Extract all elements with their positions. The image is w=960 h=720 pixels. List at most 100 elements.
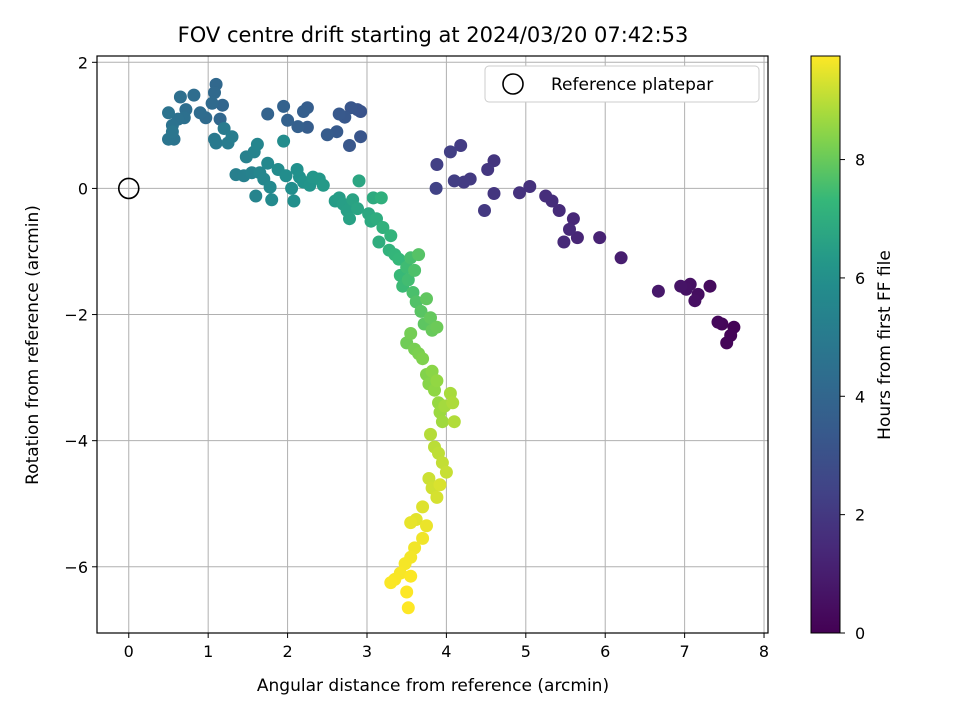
data-point bbox=[412, 248, 426, 262]
data-point bbox=[404, 327, 418, 340]
data-point bbox=[261, 156, 275, 170]
data-point bbox=[711, 315, 725, 329]
data-point bbox=[250, 137, 264, 151]
data-point bbox=[688, 294, 702, 308]
data-point bbox=[570, 231, 584, 245]
data-point bbox=[400, 585, 414, 599]
data-point bbox=[277, 134, 291, 148]
colorbar-tick-label: 0 bbox=[855, 624, 865, 643]
y-axis-label: Rotation from reference (arcmin) bbox=[23, 205, 43, 485]
data-point bbox=[376, 221, 390, 234]
data-point bbox=[552, 204, 566, 217]
data-point bbox=[424, 427, 437, 441]
data-point bbox=[344, 101, 358, 115]
y-tick-label: 2 bbox=[78, 53, 88, 72]
legend-box bbox=[484, 65, 760, 103]
data-point bbox=[433, 478, 447, 492]
data-point bbox=[281, 113, 295, 127]
data-point bbox=[216, 98, 229, 112]
data-point bbox=[217, 122, 231, 135]
data-point bbox=[566, 212, 580, 226]
data-point bbox=[487, 187, 501, 200]
data-point bbox=[420, 292, 433, 306]
data-point bbox=[404, 569, 418, 583]
data-point bbox=[291, 120, 305, 134]
data-point bbox=[354, 130, 368, 144]
data-point bbox=[593, 231, 607, 245]
colorbar-tick-label: 6 bbox=[855, 269, 865, 288]
axis-ticks: 0 1 2 3 4 5 6 7 8 2 0 −2 −4 −6 bbox=[64, 53, 769, 661]
data-point bbox=[193, 106, 207, 120]
data-point bbox=[173, 90, 187, 104]
data-point bbox=[539, 189, 553, 203]
data-point bbox=[165, 125, 179, 139]
data-point bbox=[401, 273, 415, 287]
grid-lines bbox=[97, 56, 768, 633]
data-point bbox=[443, 145, 457, 159]
data-point bbox=[430, 374, 444, 388]
colorbar bbox=[810, 55, 841, 634]
data-point bbox=[277, 99, 291, 113]
data-point bbox=[414, 304, 428, 318]
data-point bbox=[674, 279, 688, 293]
data-point bbox=[481, 163, 495, 176]
data-point bbox=[209, 136, 223, 150]
data-point bbox=[261, 107, 275, 121]
plot-frame bbox=[96, 55, 769, 634]
data-point bbox=[454, 139, 468, 152]
x-tick-label: 5 bbox=[521, 642, 531, 661]
data-point bbox=[187, 88, 201, 102]
x-tick-label: 4 bbox=[441, 642, 451, 661]
y-tick-label: −4 bbox=[64, 432, 88, 451]
data-point bbox=[439, 465, 453, 479]
data-point bbox=[651, 284, 665, 298]
data-point bbox=[208, 86, 221, 100]
y-tick-label: 0 bbox=[78, 179, 88, 198]
data-point bbox=[446, 396, 460, 410]
x-axis-label: Angular distance from reference (arcmin) bbox=[257, 676, 609, 696]
data-point bbox=[297, 105, 310, 118]
data-point bbox=[720, 336, 734, 350]
data-point bbox=[372, 235, 386, 249]
chart-title: FOV centre drift starting at 2024/03/20 … bbox=[178, 23, 689, 47]
data-point bbox=[457, 175, 471, 189]
data-point bbox=[225, 130, 239, 144]
data-point bbox=[263, 180, 277, 194]
data-point bbox=[401, 601, 415, 615]
data-point bbox=[343, 139, 356, 152]
data-point bbox=[265, 193, 279, 207]
data-point bbox=[523, 180, 537, 193]
data-point bbox=[429, 181, 443, 195]
legend-marker bbox=[502, 73, 524, 95]
data-point bbox=[703, 279, 717, 293]
data-point bbox=[300, 120, 314, 134]
data-point bbox=[416, 531, 430, 545]
data-point bbox=[316, 178, 330, 192]
data-point bbox=[430, 158, 444, 171]
x-tick-label: 6 bbox=[600, 642, 610, 661]
legend-label: Reference platepar bbox=[551, 75, 713, 95]
data-point bbox=[563, 222, 576, 236]
x-tick-label: 0 bbox=[124, 642, 134, 661]
data-point bbox=[478, 204, 491, 217]
data-point bbox=[285, 181, 299, 195]
colorbar-tick-label: 8 bbox=[855, 151, 865, 170]
data-point bbox=[404, 516, 418, 530]
data-point bbox=[557, 235, 571, 249]
colorbar-label: Hours from first FF file bbox=[875, 250, 895, 440]
data-point bbox=[343, 212, 356, 226]
data-point bbox=[614, 251, 628, 265]
data-point bbox=[416, 500, 430, 514]
data-point bbox=[287, 194, 301, 208]
y-tick-label: −2 bbox=[64, 306, 88, 325]
x-tick-label: 2 bbox=[282, 642, 292, 661]
data-point bbox=[162, 106, 175, 120]
data-point bbox=[513, 186, 526, 200]
x-tick-label: 3 bbox=[362, 642, 372, 661]
data-point bbox=[392, 252, 406, 266]
reference-platepar-marker bbox=[117, 177, 140, 200]
x-tick-label: 7 bbox=[680, 642, 690, 661]
data-point bbox=[384, 229, 398, 243]
data-point bbox=[351, 202, 364, 216]
